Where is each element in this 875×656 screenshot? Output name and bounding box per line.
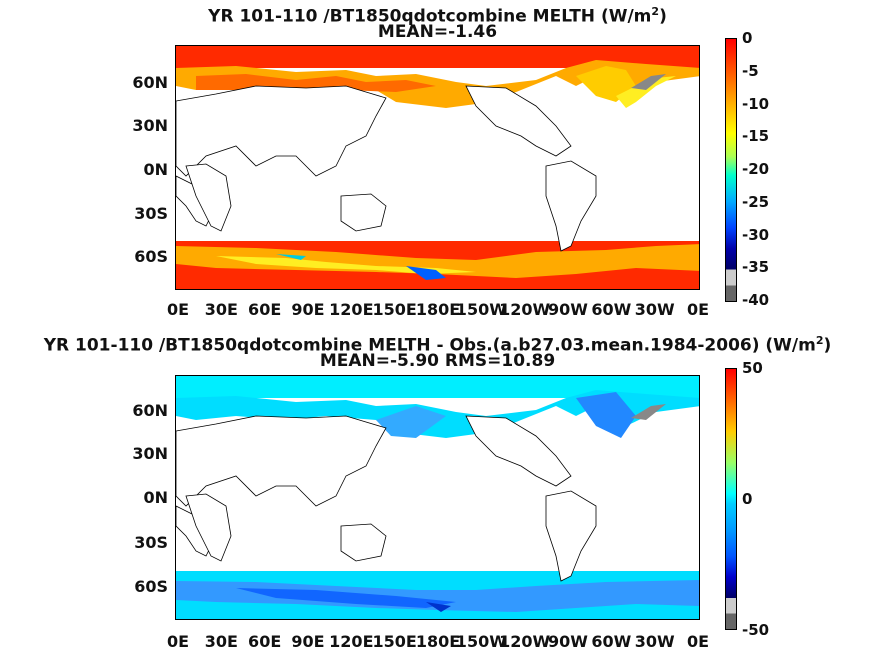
lon-label: 150W — [455, 300, 507, 319]
colorbar-tick-label: -35 — [742, 258, 770, 277]
lon-label: 120E — [329, 632, 374, 651]
lon-label: 0E — [686, 632, 710, 651]
colorbar-tick-label: -50 — [742, 621, 770, 639]
lon-label: 30E — [204, 300, 238, 319]
lon-label: 90E — [291, 300, 325, 319]
lon-label: 60W — [591, 300, 632, 319]
lon-label: 180E — [415, 300, 461, 319]
panel2-map — [175, 375, 700, 620]
lon-label: 150E — [372, 632, 417, 651]
lon-label: 90E — [291, 632, 325, 651]
colorbar-tick-label: 0 — [742, 29, 753, 47]
lon-label: 60E — [248, 632, 282, 651]
colorbar-tick-label: -30 — [742, 225, 770, 244]
colorbar-tick-label: 0 — [742, 490, 753, 508]
colorbar-tick-label: -10 — [742, 94, 770, 113]
colorbar-tick-label: 50 — [742, 359, 763, 377]
colorbar-tick-label: -20 — [742, 160, 770, 178]
lon-label: 60W — [591, 632, 632, 651]
lat-label: 30S — [134, 533, 168, 552]
lon-label: 120E — [329, 300, 374, 319]
lat-label: 0N — [143, 160, 168, 179]
lon-label: 90W — [548, 300, 588, 319]
colorbar-tick-label: -15 — [742, 127, 770, 146]
lat-label: 60S — [134, 577, 168, 596]
lat-label: 30S — [134, 204, 168, 223]
lat-label: 60N — [132, 401, 168, 420]
colorbar-tick-label: -5 — [742, 61, 759, 80]
panel1-map — [175, 45, 700, 290]
panel2-title: YR 101-110 /BT1850qdotcombine MELTH - Ob… — [43, 334, 832, 356]
lon-label: 120W — [499, 632, 551, 651]
panel1-colorbar — [725, 38, 737, 302]
lat-label: 30N — [132, 116, 168, 135]
lon-label: 30W — [634, 300, 675, 319]
lat-label: 30N — [132, 444, 168, 463]
lon-label: 180E — [415, 632, 461, 651]
lon-label: 150W — [455, 632, 507, 651]
panel1-title: YR 101-110 /BT1850qdotcombine MELTH (W/m… — [208, 5, 667, 27]
lon-label: 120W — [499, 300, 551, 319]
panel2-colorbar — [725, 368, 737, 630]
lon-label: 0E — [686, 300, 710, 319]
panel2-subtitle: MEAN=-5.90 RMS=10.89 — [319, 351, 556, 371]
lon-label: 0E — [166, 632, 190, 651]
lon-label: 30E — [204, 632, 238, 651]
lon-label: 150E — [372, 300, 417, 319]
lat-label: 60S — [134, 247, 168, 266]
lat-label: 0N — [143, 488, 168, 507]
colorbar-tick-label: -40 — [742, 291, 770, 309]
lon-label: 30W — [634, 632, 675, 651]
lon-label: 90W — [548, 632, 588, 651]
lon-label: 0E — [166, 300, 190, 319]
panel1-subtitle: MEAN=-1.46 — [377, 22, 498, 42]
colorbar-tick-label: -25 — [742, 192, 770, 211]
lat-label: 60N — [132, 73, 168, 92]
lon-label: 60E — [248, 300, 282, 319]
